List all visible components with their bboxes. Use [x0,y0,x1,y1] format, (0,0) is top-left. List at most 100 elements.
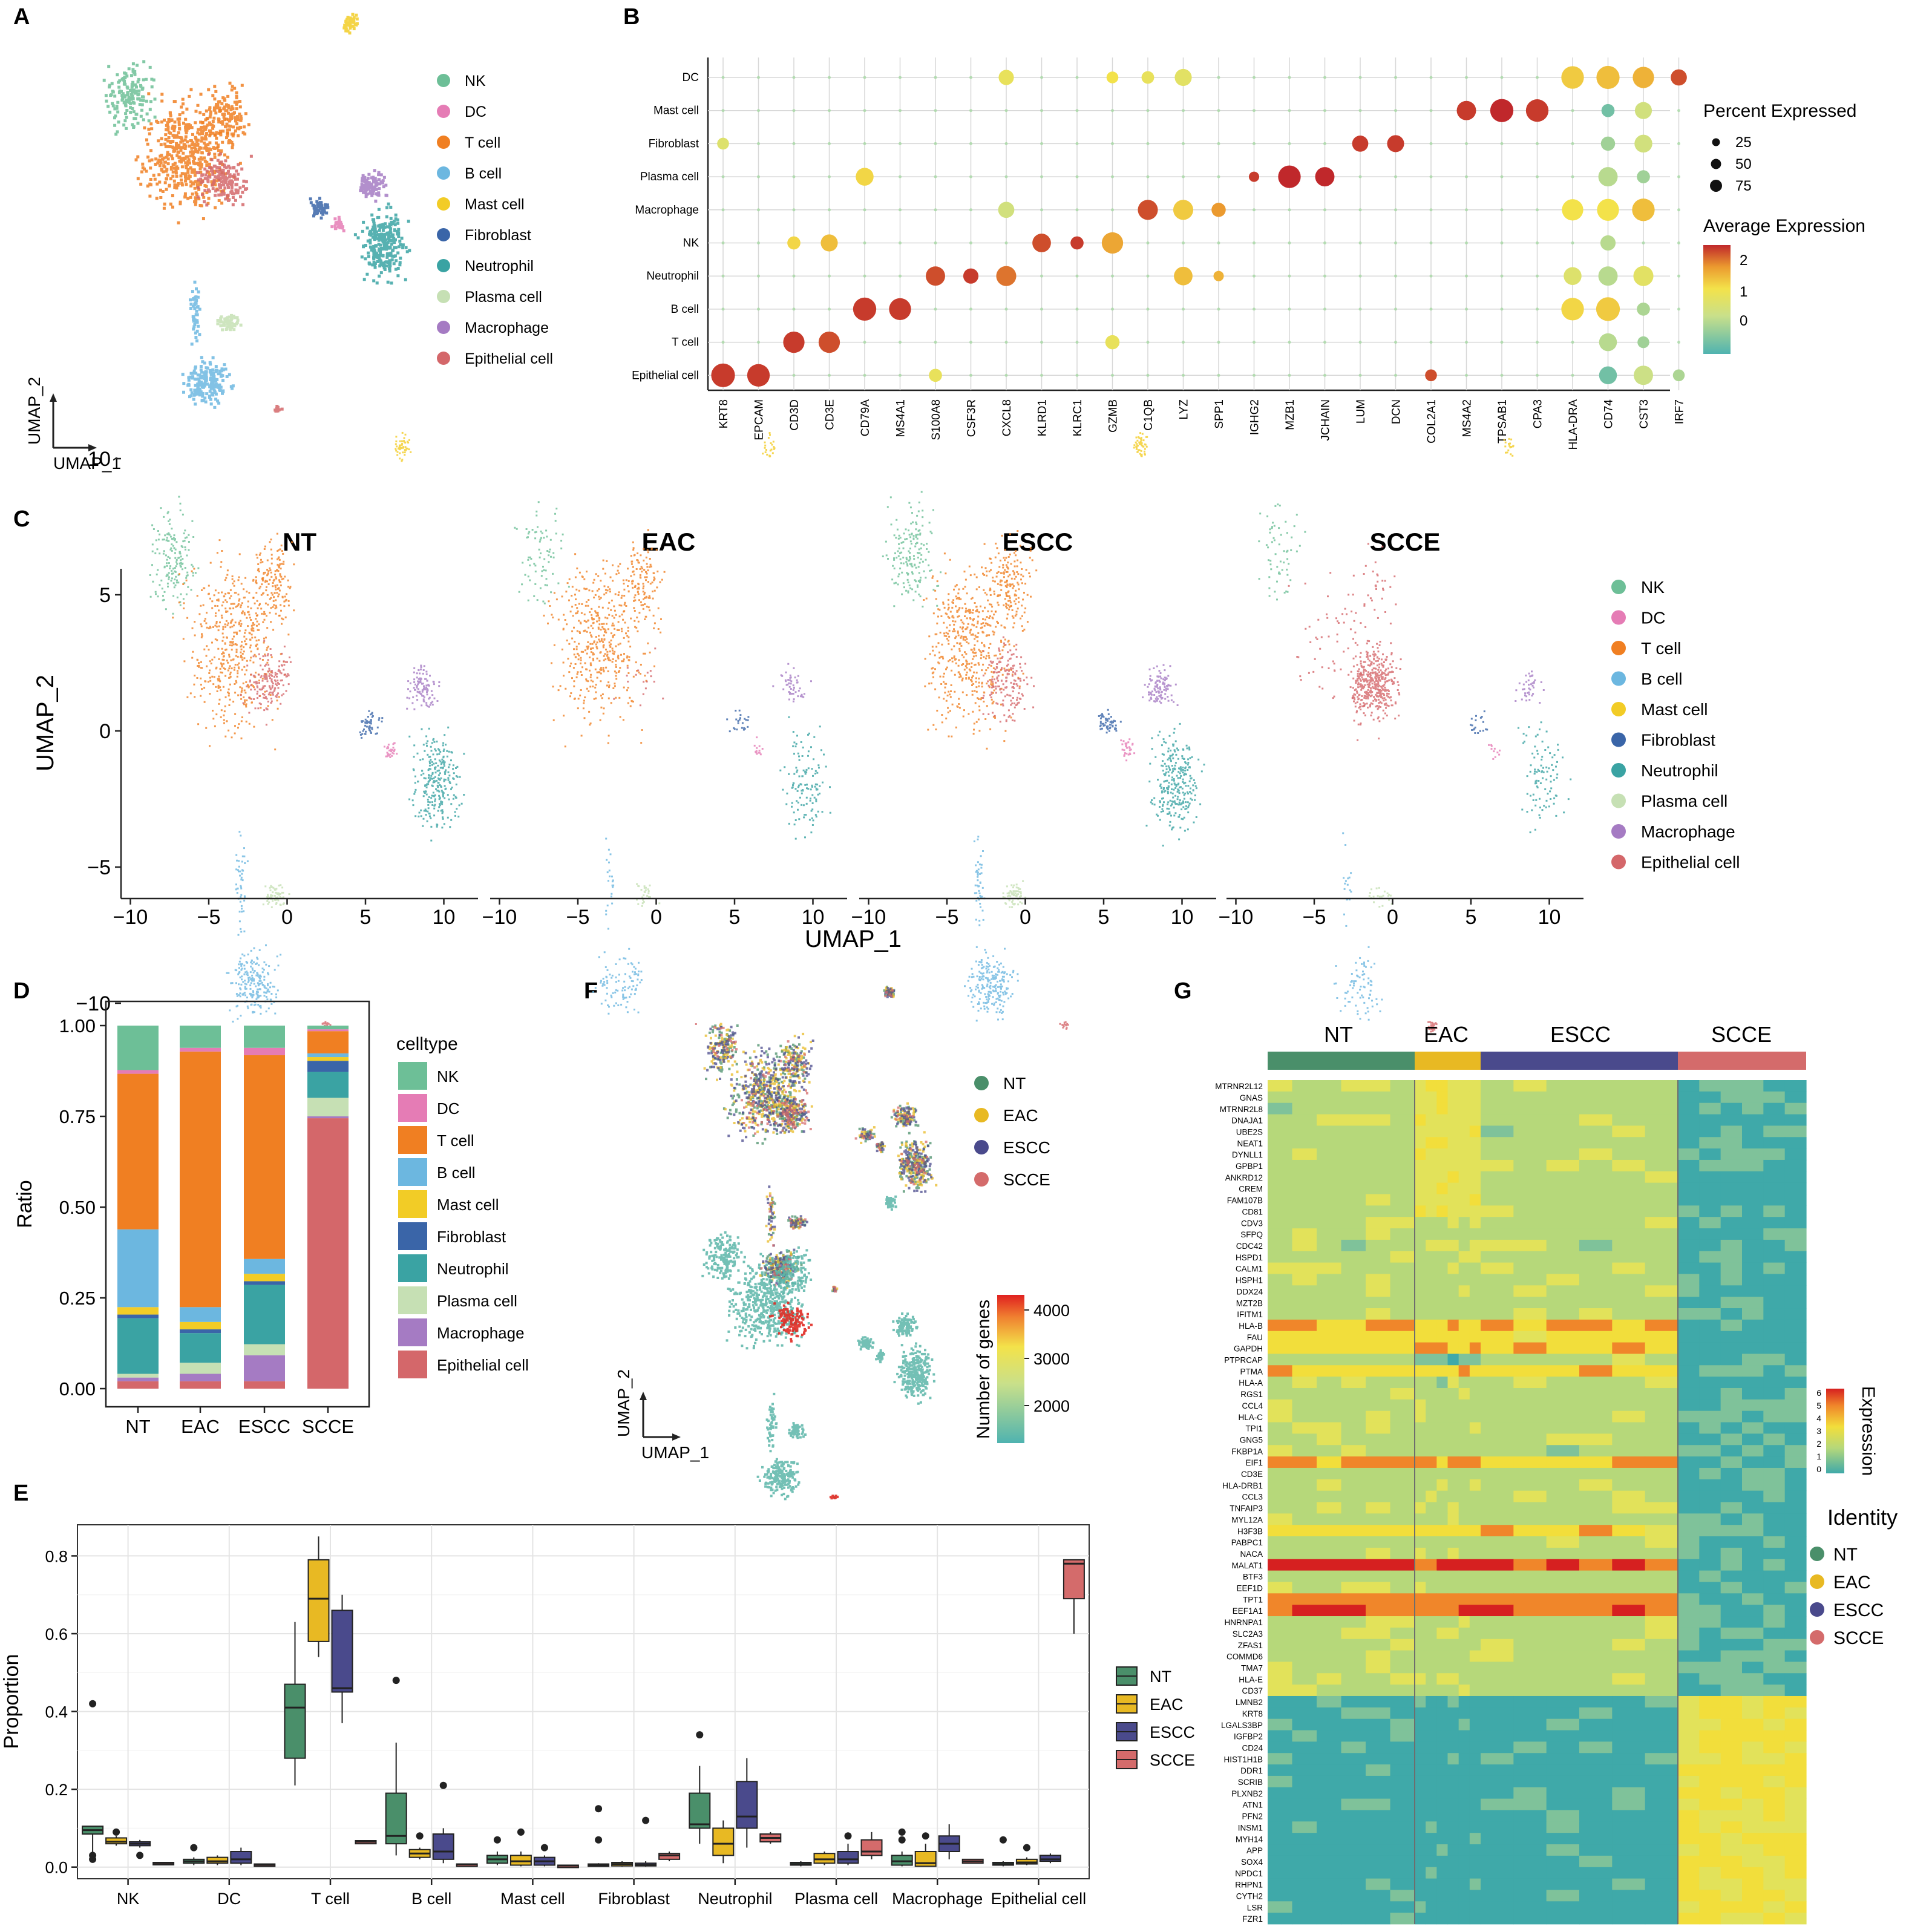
heat-cell-ptma-escc [1645,1365,1678,1377]
gene-label-cd3e: CD3E [1241,1470,1263,1479]
facet-title-eac: EAC [642,528,696,556]
heat-cell-fzr1-scce [1720,1913,1743,1925]
legend-label-neutrophil: Neutrophil [1641,761,1718,780]
heat-cell-sox4-scce [1763,1855,1786,1868]
heat-cell-h3f3b-nt [1390,1525,1415,1537]
heat-cell-ankrd12-escc [1612,1171,1646,1184]
dot-bg [1004,307,1008,311]
heat-cell-fam107b-nt [1390,1194,1415,1206]
dot-t-cell-cd3e [818,331,840,353]
heat-cell-ube2s-escc [1645,1125,1678,1138]
dot-bg [1394,274,1397,278]
legend-label-fibroblast: Fibroblast [465,227,531,244]
heat-cell-app-scce [1678,1844,1700,1856]
heat-cell-hla-e-eac [1436,1673,1449,1685]
heat-cell-malat1-scce [1720,1559,1743,1571]
heat-cell-h3f3b-escc [1579,1525,1613,1537]
gene-label-tpt1: TPT1 [1243,1595,1263,1604]
heat-cell-lgals3bp-nt [1292,1718,1317,1731]
heat-cell-cyth2-escc [1612,1890,1646,1902]
heat-cell-tpt1-scce [1742,1593,1764,1605]
legend-label-scce: SCCE [1150,1751,1195,1769]
group-points-eac-epithelial-cell [773,1095,813,1135]
heat-cell-tpi1-nt [1268,1422,1293,1434]
heat-cell-cd3e-eac [1469,1467,1481,1480]
heat-cell-myl12a-escc [1546,1513,1580,1525]
heat-cell-ddr1-scce [1699,1764,1721,1776]
dot-dc-gzmb [1106,71,1119,84]
cluster-points-neutrophil [408,726,465,842]
heat-cell-cd37-eac [1447,1685,1459,1697]
box-body [307,1559,330,1642]
heat-cell-ccl4-scce [1678,1399,1700,1412]
heat-cell-mtrnr2l12-escc [1579,1080,1613,1092]
heat-cell-krt8-nt [1317,1707,1342,1720]
colorbar-label-2: 2 [1740,252,1747,269]
box-outlier [113,1828,120,1836]
heat-cell-hla-a-escc [1546,1377,1580,1389]
heat-cell-hnrnpa1-nt [1366,1616,1391,1628]
heat-cell-lgals3bp-eac [1458,1718,1470,1731]
heat-cell-cd37-nt [1341,1685,1366,1697]
heat-cell-malat1-escc [1513,1559,1547,1571]
heat-cell-cd24-escc [1546,1741,1580,1754]
heat-cell-malat1-eac [1426,1559,1437,1571]
heat-cell-rhpn1-scce [1699,1878,1721,1890]
heat-cell-neat1-escc [1513,1137,1547,1149]
heat-cell-gpbp1-nt [1268,1159,1293,1172]
heat-cell-fau-scce [1678,1331,1700,1343]
heat-cell-atn1-eac [1436,1798,1449,1810]
heat-cell-ifitm1-escc [1645,1308,1678,1320]
heat-cell-hnrnpa1-nt [1390,1616,1415,1628]
heat-cell-pfn2-eac [1469,1810,1481,1822]
heat-cell-slc2a3-escc [1546,1627,1580,1640]
heat-cell-hnrnpa1-eac [1458,1616,1470,1628]
heat-cell-ube2s-eac [1426,1125,1437,1138]
heat-cell-ube2s-escc [1481,1125,1514,1138]
heat-cell-hspd1-nt [1390,1251,1415,1263]
gene-label-ddr1: DDR1 [1240,1766,1263,1775]
heat-cell-mtrnr2l12-nt [1390,1080,1415,1092]
dot-bg [1500,274,1504,278]
heat-cell-eef1a1-scce [1720,1605,1743,1617]
heat-cell-cdc42-escc [1645,1239,1678,1252]
dot-bg [1677,274,1680,278]
heat-cell-tpt1-scce [1699,1593,1721,1605]
heat-cell-cd24-nt [1366,1741,1391,1754]
heat-cell-igfbp2-nt [1317,1730,1342,1742]
heat-cell-rgs1-escc [1513,1387,1547,1400]
heat-cell-npdc1-scce [1763,1867,1786,1879]
bar-scce-plasma-cell [307,1098,349,1116]
heat-cell-hspd1-eac [1469,1251,1481,1263]
heat-cell-lmnb2-escc [1579,1695,1613,1708]
cluster-points-neutrophil [353,202,411,285]
heat-cell-igfbp2-nt [1292,1730,1317,1742]
gene-label-hla-b: HLA-B [1239,1321,1263,1331]
heat-cell-eif1-escc [1612,1456,1646,1469]
heat-cell-gpbp1-eac [1458,1159,1470,1172]
heat-cell-calm1-scce [1742,1262,1764,1274]
heat-cell-ddr1-eac [1469,1764,1481,1776]
heat-cell-dnaja1-scce [1784,1114,1807,1126]
heat-cell-lmnb2-eac [1469,1695,1481,1708]
heat-cell-rhpn1-scce [1720,1878,1743,1890]
heat-cell-app-nt [1292,1844,1317,1856]
heat-cell-pabpc1-escc [1481,1536,1514,1548]
heat-cell-gng5-scce [1742,1433,1764,1446]
heat-cell-hla-a-eac [1469,1377,1481,1389]
heat-cell-hsph1-nt [1341,1274,1366,1286]
dot-bg [757,341,760,344]
heat-cell-commd6-scce [1742,1650,1764,1662]
heat-cell-cdv3-eac [1436,1217,1449,1229]
facet-title-scce: SCCE [1370,528,1441,556]
heat-cell-cdc42-escc [1481,1239,1514,1252]
dot-bg [1536,241,1539,244]
heat-cell-fam107b-scce [1678,1194,1700,1206]
heat-cell-eif1-escc [1513,1456,1547,1469]
cluster-points-fibroblast [309,197,330,220]
heat-cell-dynll1-escc [1481,1148,1514,1161]
heat-cell-app-eac [1458,1844,1470,1856]
heat-cell-ptprcap-eac [1469,1354,1481,1366]
legend-label-nt: NT [1150,1668,1171,1686]
legend-label-nk: NK [465,73,486,90]
